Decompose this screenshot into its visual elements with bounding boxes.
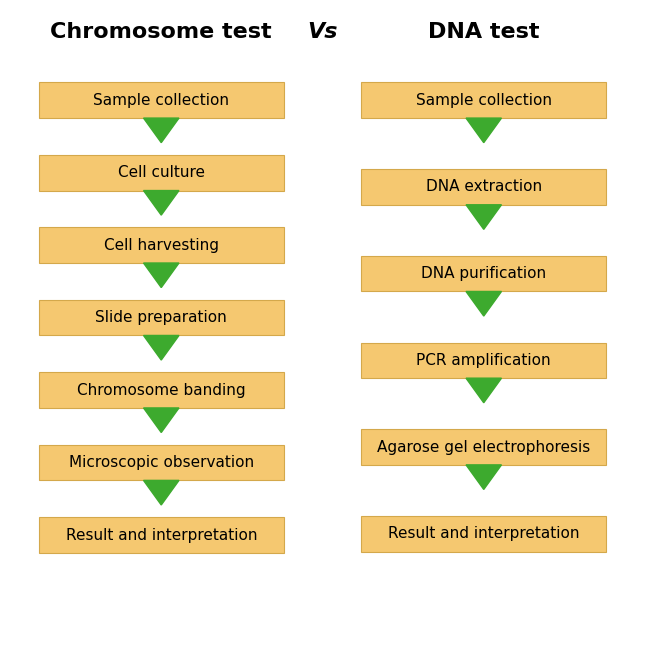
- Text: Slide preparation: Slide preparation: [95, 310, 227, 325]
- Polygon shape: [466, 378, 502, 402]
- Text: DNA test: DNA test: [428, 23, 539, 42]
- Polygon shape: [466, 465, 502, 490]
- Polygon shape: [143, 335, 179, 360]
- FancyBboxPatch shape: [361, 516, 606, 551]
- Polygon shape: [466, 291, 502, 316]
- Text: Chromosome test: Chromosome test: [50, 23, 272, 42]
- Polygon shape: [466, 118, 502, 143]
- FancyBboxPatch shape: [361, 169, 606, 204]
- Text: Result and interpretation: Result and interpretation: [388, 526, 579, 542]
- FancyBboxPatch shape: [39, 518, 284, 553]
- Text: PCR amplification: PCR amplification: [417, 353, 551, 368]
- FancyBboxPatch shape: [361, 256, 606, 291]
- Text: Chromosome banding: Chromosome banding: [77, 382, 246, 398]
- FancyBboxPatch shape: [39, 373, 284, 408]
- Polygon shape: [143, 190, 179, 215]
- FancyBboxPatch shape: [39, 82, 284, 118]
- Text: Sample collection: Sample collection: [94, 93, 229, 108]
- FancyBboxPatch shape: [361, 82, 606, 118]
- Text: Cell harvesting: Cell harvesting: [104, 237, 219, 253]
- Text: Cell culture: Cell culture: [118, 165, 204, 181]
- Text: Vs: Vs: [307, 23, 338, 42]
- FancyBboxPatch shape: [39, 227, 284, 263]
- Polygon shape: [143, 408, 179, 432]
- Polygon shape: [466, 204, 502, 230]
- FancyBboxPatch shape: [39, 300, 284, 335]
- FancyBboxPatch shape: [39, 445, 284, 480]
- FancyBboxPatch shape: [39, 155, 284, 190]
- Text: Microscopic observation: Microscopic observation: [68, 455, 254, 470]
- FancyBboxPatch shape: [361, 430, 606, 465]
- Text: Sample collection: Sample collection: [416, 93, 551, 108]
- Polygon shape: [143, 118, 179, 143]
- Text: Result and interpretation: Result and interpretation: [66, 527, 257, 543]
- Polygon shape: [143, 480, 179, 505]
- Text: Agarose gel electrophoresis: Agarose gel electrophoresis: [377, 439, 590, 455]
- Polygon shape: [143, 263, 179, 287]
- Text: DNA purification: DNA purification: [421, 266, 546, 281]
- FancyBboxPatch shape: [361, 343, 606, 378]
- Text: DNA extraction: DNA extraction: [426, 179, 542, 195]
